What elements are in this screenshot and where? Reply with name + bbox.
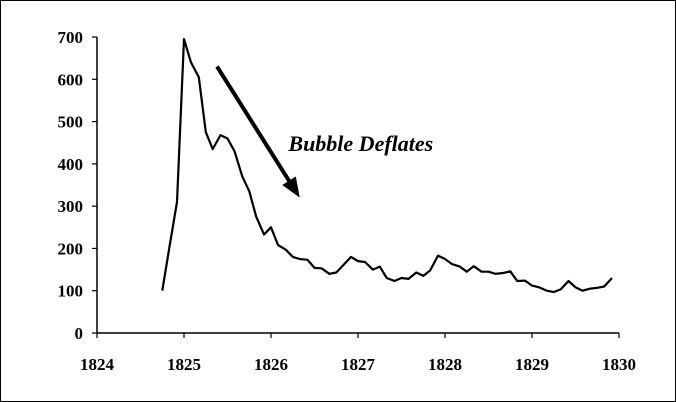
- arrow-shaft: [215, 65, 291, 182]
- y-tick-label: 300: [58, 197, 84, 216]
- tick-labels: 0 100 200 300 400 500 600 700 1824 1825 1826 1827 18…: [58, 28, 637, 374]
- y-tick-label: 600: [58, 70, 84, 89]
- annotations: Bubble Deflates: [215, 65, 433, 198]
- y-tick-label: 100: [58, 282, 84, 301]
- annotation-bubble-deflates: Bubble Deflates: [287, 131, 433, 156]
- y-tick-label: 700: [58, 28, 84, 47]
- x-tick-label: 1827: [341, 355, 376, 374]
- x-tick-label: 1829: [515, 355, 549, 374]
- x-tick-label: 1825: [167, 355, 201, 374]
- y-tick-label: 200: [58, 239, 84, 258]
- y-tick-label: 500: [58, 113, 84, 132]
- x-tick-label: 1824: [80, 355, 115, 374]
- x-tick-label: 1828: [428, 355, 462, 374]
- x-tick-label: 1826: [254, 355, 288, 374]
- y-tick-label: 400: [58, 155, 84, 174]
- axes: [92, 36, 620, 338]
- arrow-head-icon: [282, 176, 300, 198]
- price-series-line: [161, 38, 613, 294]
- x-tick-label: 1830: [602, 355, 636, 374]
- y-tick-label: 0: [75, 324, 84, 343]
